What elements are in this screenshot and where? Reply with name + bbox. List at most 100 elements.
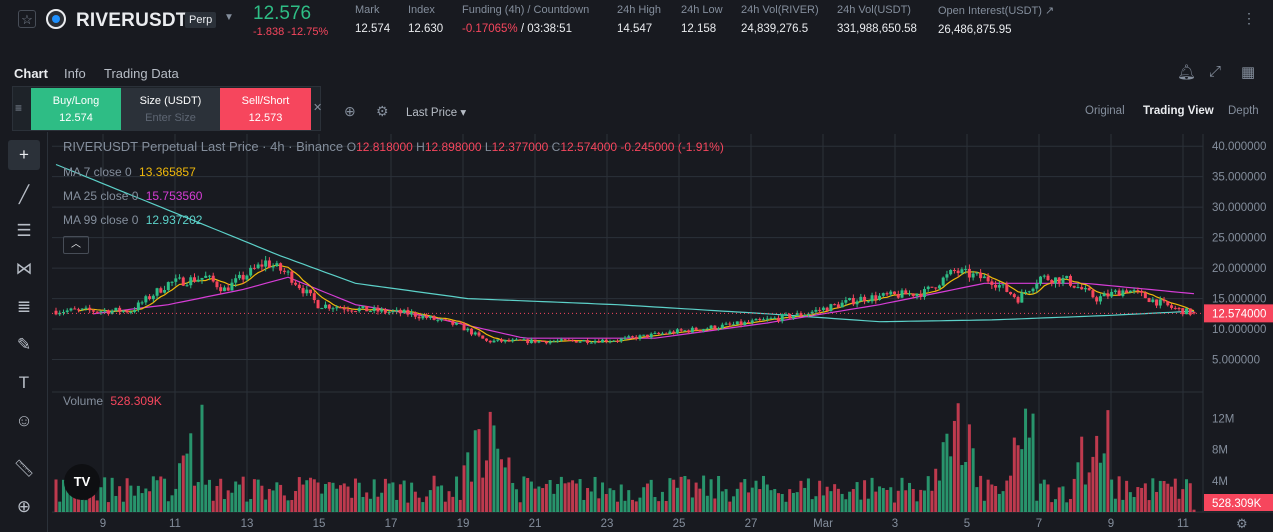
volume-bar xyxy=(1128,492,1132,512)
tab-chart[interactable]: Chart xyxy=(14,66,48,81)
pattern-icon[interactable]: ⋈ xyxy=(15,259,33,278)
volume-bar xyxy=(803,487,807,512)
ma25-label: MA 25 close 0 xyxy=(63,189,139,203)
volume-bar xyxy=(601,482,605,512)
volume-bar xyxy=(1113,498,1117,512)
ma25-legend[interactable]: MA 25 close 0 15.753560 xyxy=(63,189,202,203)
view-original[interactable]: Original xyxy=(1085,105,1125,117)
zoom-in-icon[interactable]: ⊕ xyxy=(16,497,32,516)
ma7-legend[interactable]: MA 7 close 0 13.365857 xyxy=(63,165,196,179)
close-icon[interactable]: ✕ xyxy=(313,102,323,114)
alert-bell-icon[interactable]: 🔔︎ xyxy=(1177,64,1197,81)
horizontal-lines-icon[interactable]: ☰ xyxy=(16,221,32,240)
buy-long-button[interactable]: Buy/Long 12.574 xyxy=(31,88,121,130)
volume-bar xyxy=(279,484,283,512)
candle-body xyxy=(616,340,620,342)
settings-gear-icon[interactable]: ⚙ xyxy=(376,103,389,119)
candle-body xyxy=(129,311,133,313)
stat-value: 24,839,276.5 xyxy=(741,23,809,35)
volume-bar xyxy=(118,486,122,512)
external-link-icon[interactable]: ↗ xyxy=(1044,5,1055,17)
stat-24h-low: 24h Low 12.158 xyxy=(681,4,723,35)
fullscreen-icon[interactable]: ⤢ xyxy=(1209,63,1222,80)
volume-bar xyxy=(619,484,623,512)
candle-body xyxy=(589,342,593,344)
candle-body xyxy=(960,269,964,274)
candle-body xyxy=(1050,280,1054,284)
axis-settings-gear-icon[interactable]: ⚙ xyxy=(1236,517,1248,532)
candle-body xyxy=(1091,290,1095,298)
volume-bar xyxy=(237,484,241,512)
tradingview-logo[interactable]: TV xyxy=(64,464,100,500)
ma99-value: 12.937202 xyxy=(145,213,203,227)
candle-body xyxy=(889,291,893,295)
view-depth[interactable]: Depth xyxy=(1228,105,1259,117)
volume-bar xyxy=(477,429,481,512)
volume-bar xyxy=(455,476,459,512)
emoji-icon[interactable]: ☺ xyxy=(15,411,33,430)
candle-body xyxy=(604,339,608,342)
volume-tick-label: 8M xyxy=(1212,445,1228,457)
candle-body xyxy=(601,339,605,343)
candle-body xyxy=(975,272,979,274)
candle-body xyxy=(335,307,339,309)
candle-body xyxy=(1009,291,1013,295)
candle-body xyxy=(934,287,938,289)
volume-bar xyxy=(997,493,1001,512)
tab-trading-data[interactable]: Trading Data xyxy=(104,66,179,81)
candle-body xyxy=(559,339,563,341)
volume-bar xyxy=(181,455,185,512)
time-tick-label: 21 xyxy=(529,518,542,530)
symbol-name[interactable]: RIVERUSDT xyxy=(76,10,188,31)
volume-bar xyxy=(503,467,507,512)
volume-bar xyxy=(889,487,893,512)
ruler-icon[interactable]: 📏︎ xyxy=(13,459,35,478)
candle-body xyxy=(76,309,80,311)
last-price-tag-label: 12.574000 xyxy=(1212,308,1266,320)
symbol-dropdown-chevron-icon[interactable]: ▼ xyxy=(224,12,234,23)
volume-bar xyxy=(114,495,118,512)
volume-bar xyxy=(1080,436,1084,512)
stat-label: 24h Vol(RIVER) xyxy=(741,4,819,16)
candle-body xyxy=(941,277,945,286)
candle-body xyxy=(623,337,627,339)
candle-body xyxy=(185,285,189,287)
drag-handle-icon[interactable]: ≡ xyxy=(15,101,23,115)
tab-info[interactable]: Info xyxy=(64,66,86,81)
layout-grid-icon[interactable]: ▦ xyxy=(1241,64,1256,81)
crosshair-icon[interactable]: + xyxy=(8,140,40,170)
more-menu-icon[interactable]: ⋮ xyxy=(1242,10,1256,26)
candle-body xyxy=(717,328,721,330)
volume-bar xyxy=(1027,437,1031,512)
volume-bar xyxy=(713,498,717,512)
candle-body xyxy=(582,340,586,342)
candle-body xyxy=(911,293,915,297)
time-tick-label: 25 xyxy=(673,518,686,530)
sell-short-button[interactable]: Sell/Short 12.573 xyxy=(220,88,311,130)
collapse-legend-chevron-up-icon[interactable]: ︿ xyxy=(63,236,89,254)
add-indicator-icon[interactable]: ⊕ xyxy=(344,103,356,119)
ma99-legend[interactable]: MA 99 close 0 12.937202 xyxy=(63,213,202,227)
candle-body xyxy=(720,324,724,329)
volume-bar xyxy=(1031,413,1035,512)
favorite-star-icon[interactable]: ☆ xyxy=(18,10,36,28)
volume-bar xyxy=(574,483,578,512)
candle-body xyxy=(990,281,994,285)
view-trading-view[interactable]: Trading View xyxy=(1143,105,1214,117)
candle-body xyxy=(219,287,223,292)
fib-retracement-icon[interactable]: ≣ xyxy=(16,297,32,316)
size-input[interactable]: Size (USDT) Enter Size xyxy=(121,88,220,130)
time-tick-label: 7 xyxy=(1036,518,1042,530)
candle-body xyxy=(653,332,657,334)
volume-bar xyxy=(791,492,795,512)
price-type-select[interactable]: Last Price ▾ xyxy=(406,107,467,119)
brush-icon[interactable]: ✎ xyxy=(16,335,32,354)
volume-bar xyxy=(645,483,649,512)
volume-bar xyxy=(908,482,911,512)
price-tick-label: 30.000000 xyxy=(1212,202,1266,214)
trend-line-icon[interactable]: ╱ xyxy=(18,185,30,204)
stat-open-interest[interactable]: Open Interest(USDT) ↗ 26,486,875.95 xyxy=(938,4,1054,36)
candle-body xyxy=(271,266,275,268)
text-tool-icon[interactable]: T xyxy=(18,373,30,392)
